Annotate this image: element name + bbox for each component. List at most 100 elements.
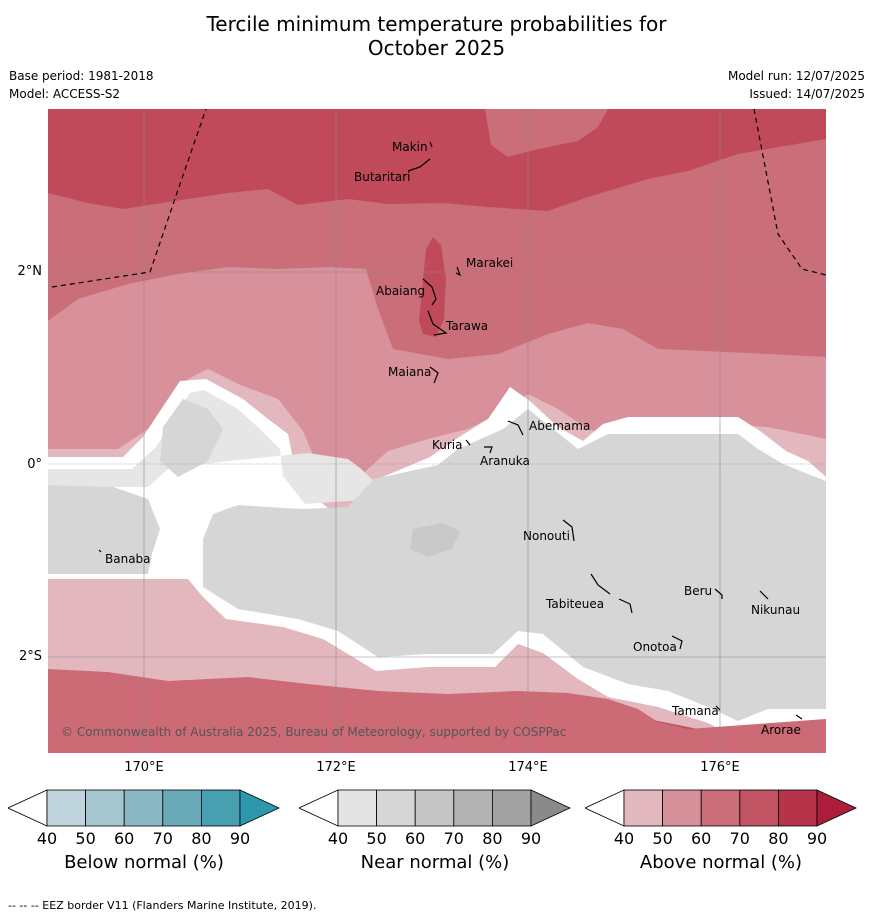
label-arorae: Arorae <box>761 723 801 737</box>
island-aranuka <box>484 446 493 454</box>
base-period: Base period: 1981-2018 <box>9 69 154 83</box>
label-tabiteuea: Tabiteuea <box>545 597 604 611</box>
colorbar-tick-label: 70 <box>443 829 464 848</box>
colorbar-under-triangle <box>7 789 48 827</box>
colorbar-segment <box>623 789 663 827</box>
label-banaba: Banaba <box>105 552 151 566</box>
island-abemama <box>507 420 524 436</box>
colorbar-tick-label: 40 <box>613 829 635 848</box>
island-nonouti <box>562 519 575 542</box>
colorbar-tick-label: 80 <box>191 829 212 848</box>
label-onotoa: Onotoa <box>633 640 677 654</box>
issued-date: Issued: 14/07/2025 <box>749 87 865 101</box>
label-maiana: Maiana <box>388 365 431 379</box>
colorbar-tick-label: 70 <box>729 829 750 848</box>
island-butaritari <box>407 158 431 172</box>
lat-label-0: 0° <box>27 457 42 472</box>
label-nonouti: Nonouti <box>523 529 570 543</box>
footnote-eez: -- -- -- EEZ border V11 (Flanders Marine… <box>8 899 317 912</box>
lat-label-2n: 2°N <box>17 264 43 279</box>
colorbar-tick-label: 90 <box>229 829 251 848</box>
island-nikunau <box>759 590 769 600</box>
colorbar-tick-label: 60 <box>691 829 712 848</box>
lat-label-2s: 2°S <box>18 649 42 664</box>
zone-near-60-blob <box>410 523 460 557</box>
colorbar-segment <box>777 789 818 827</box>
colorbar-tick-label: 40 <box>36 829 58 848</box>
copyright-notice: © Commonwealth of Australia 2025, Bureau… <box>61 725 566 739</box>
colorbar-label: Near normal (%) <box>360 852 510 873</box>
colorbar-tick-label: 80 <box>482 829 503 848</box>
zone-above-70-north <box>48 109 826 211</box>
lon-label-174e: 174°E <box>508 760 548 775</box>
colorbar-1 <box>298 789 571 831</box>
colorbar-segment <box>700 789 741 827</box>
island-beru <box>714 588 723 599</box>
colorbar-label: Above normal (%) <box>639 852 803 873</box>
label-makin: Makin <box>392 140 428 154</box>
islands <box>98 141 803 720</box>
colorbar-segment <box>162 789 202 827</box>
colorbar-label: Below normal (%) <box>64 852 224 873</box>
chart-title: Tercile minimum temperature probabilitie… <box>0 12 873 60</box>
colorbar-over-triangle <box>239 789 280 827</box>
colorbar-0 <box>7 789 280 831</box>
label-beru: Beru <box>684 584 712 598</box>
zone-near-50-east <box>203 409 826 721</box>
meta-right: Model run: 12/07/2025 Issued: 14/07/2025 <box>728 67 865 103</box>
probability-map[interactable]: Makin Butaritari Marakei Abaiang Tarawa … <box>48 109 826 753</box>
label-kuria: Kuria <box>432 438 463 452</box>
zone-above-60-inlet <box>485 109 608 157</box>
colorbar-tick-label: 90 <box>520 829 542 848</box>
label-aranuka: Aranuka <box>480 454 530 468</box>
colorbar-segment <box>414 789 455 827</box>
meta-left: Base period: 1981-2018 Model: ACCESS-S2 <box>9 67 154 103</box>
label-tarawa: Tarawa <box>445 319 488 333</box>
zone-above-60-south <box>48 669 826 753</box>
colorbar-segment <box>376 789 416 827</box>
graticule <box>48 109 826 753</box>
colorbar-over-triangle <box>816 789 857 827</box>
colorbar-segment <box>491 789 532 827</box>
colorbar-segment <box>337 789 377 827</box>
island-maiana <box>429 366 439 384</box>
island-onotoa <box>671 635 683 650</box>
island-tabiteuea <box>590 573 611 595</box>
title-line-2: October 2025 <box>367 36 506 60</box>
label-nikunau: Nikunau <box>751 603 800 617</box>
colorbar-2 <box>584 789 857 831</box>
colorbar-tick-label: 50 <box>652 829 673 848</box>
colorbar-segment <box>46 789 86 827</box>
island-arorae <box>795 714 803 720</box>
island-tarawa <box>427 310 448 336</box>
island-makin <box>429 141 433 148</box>
colorbar-segment <box>739 789 779 827</box>
island-abaiang <box>422 278 437 306</box>
colorbar-tick-label: 90 <box>806 829 828 848</box>
colorbar-under-triangle <box>584 789 625 827</box>
colorbar-tick-label: 40 <box>327 829 349 848</box>
lon-label-176e: 176°E <box>700 760 740 775</box>
eez-border <box>51 109 826 288</box>
model-name: Model: ACCESS-S2 <box>9 87 121 101</box>
colorbar-tick-label: 80 <box>768 829 789 848</box>
colorbar-segment <box>662 789 702 827</box>
lon-label-170e: 170°E <box>124 760 164 775</box>
lon-label-172e: 172°E <box>316 760 356 775</box>
colorbar-under-triangle <box>298 789 339 827</box>
colorbar-tick-label: 60 <box>405 829 426 848</box>
label-marakei: Marakei <box>466 256 513 270</box>
colorbar-tick-label: 60 <box>114 829 135 848</box>
colorbar-tick-label: 50 <box>366 829 387 848</box>
island-kuria <box>465 439 471 446</box>
island-tabiteuea-s <box>618 598 633 614</box>
zone-near-50 <box>48 485 160 574</box>
colorbar-tick-label: 50 <box>75 829 96 848</box>
colorbar-segment <box>85 789 125 827</box>
label-tamana: Tamana <box>671 704 719 718</box>
colorbar-segment <box>200 789 241 827</box>
zone-near-50-blob <box>160 399 223 477</box>
island-marakei <box>455 266 462 277</box>
label-abemama: Abemama <box>529 419 590 433</box>
island-tamana <box>715 705 721 711</box>
